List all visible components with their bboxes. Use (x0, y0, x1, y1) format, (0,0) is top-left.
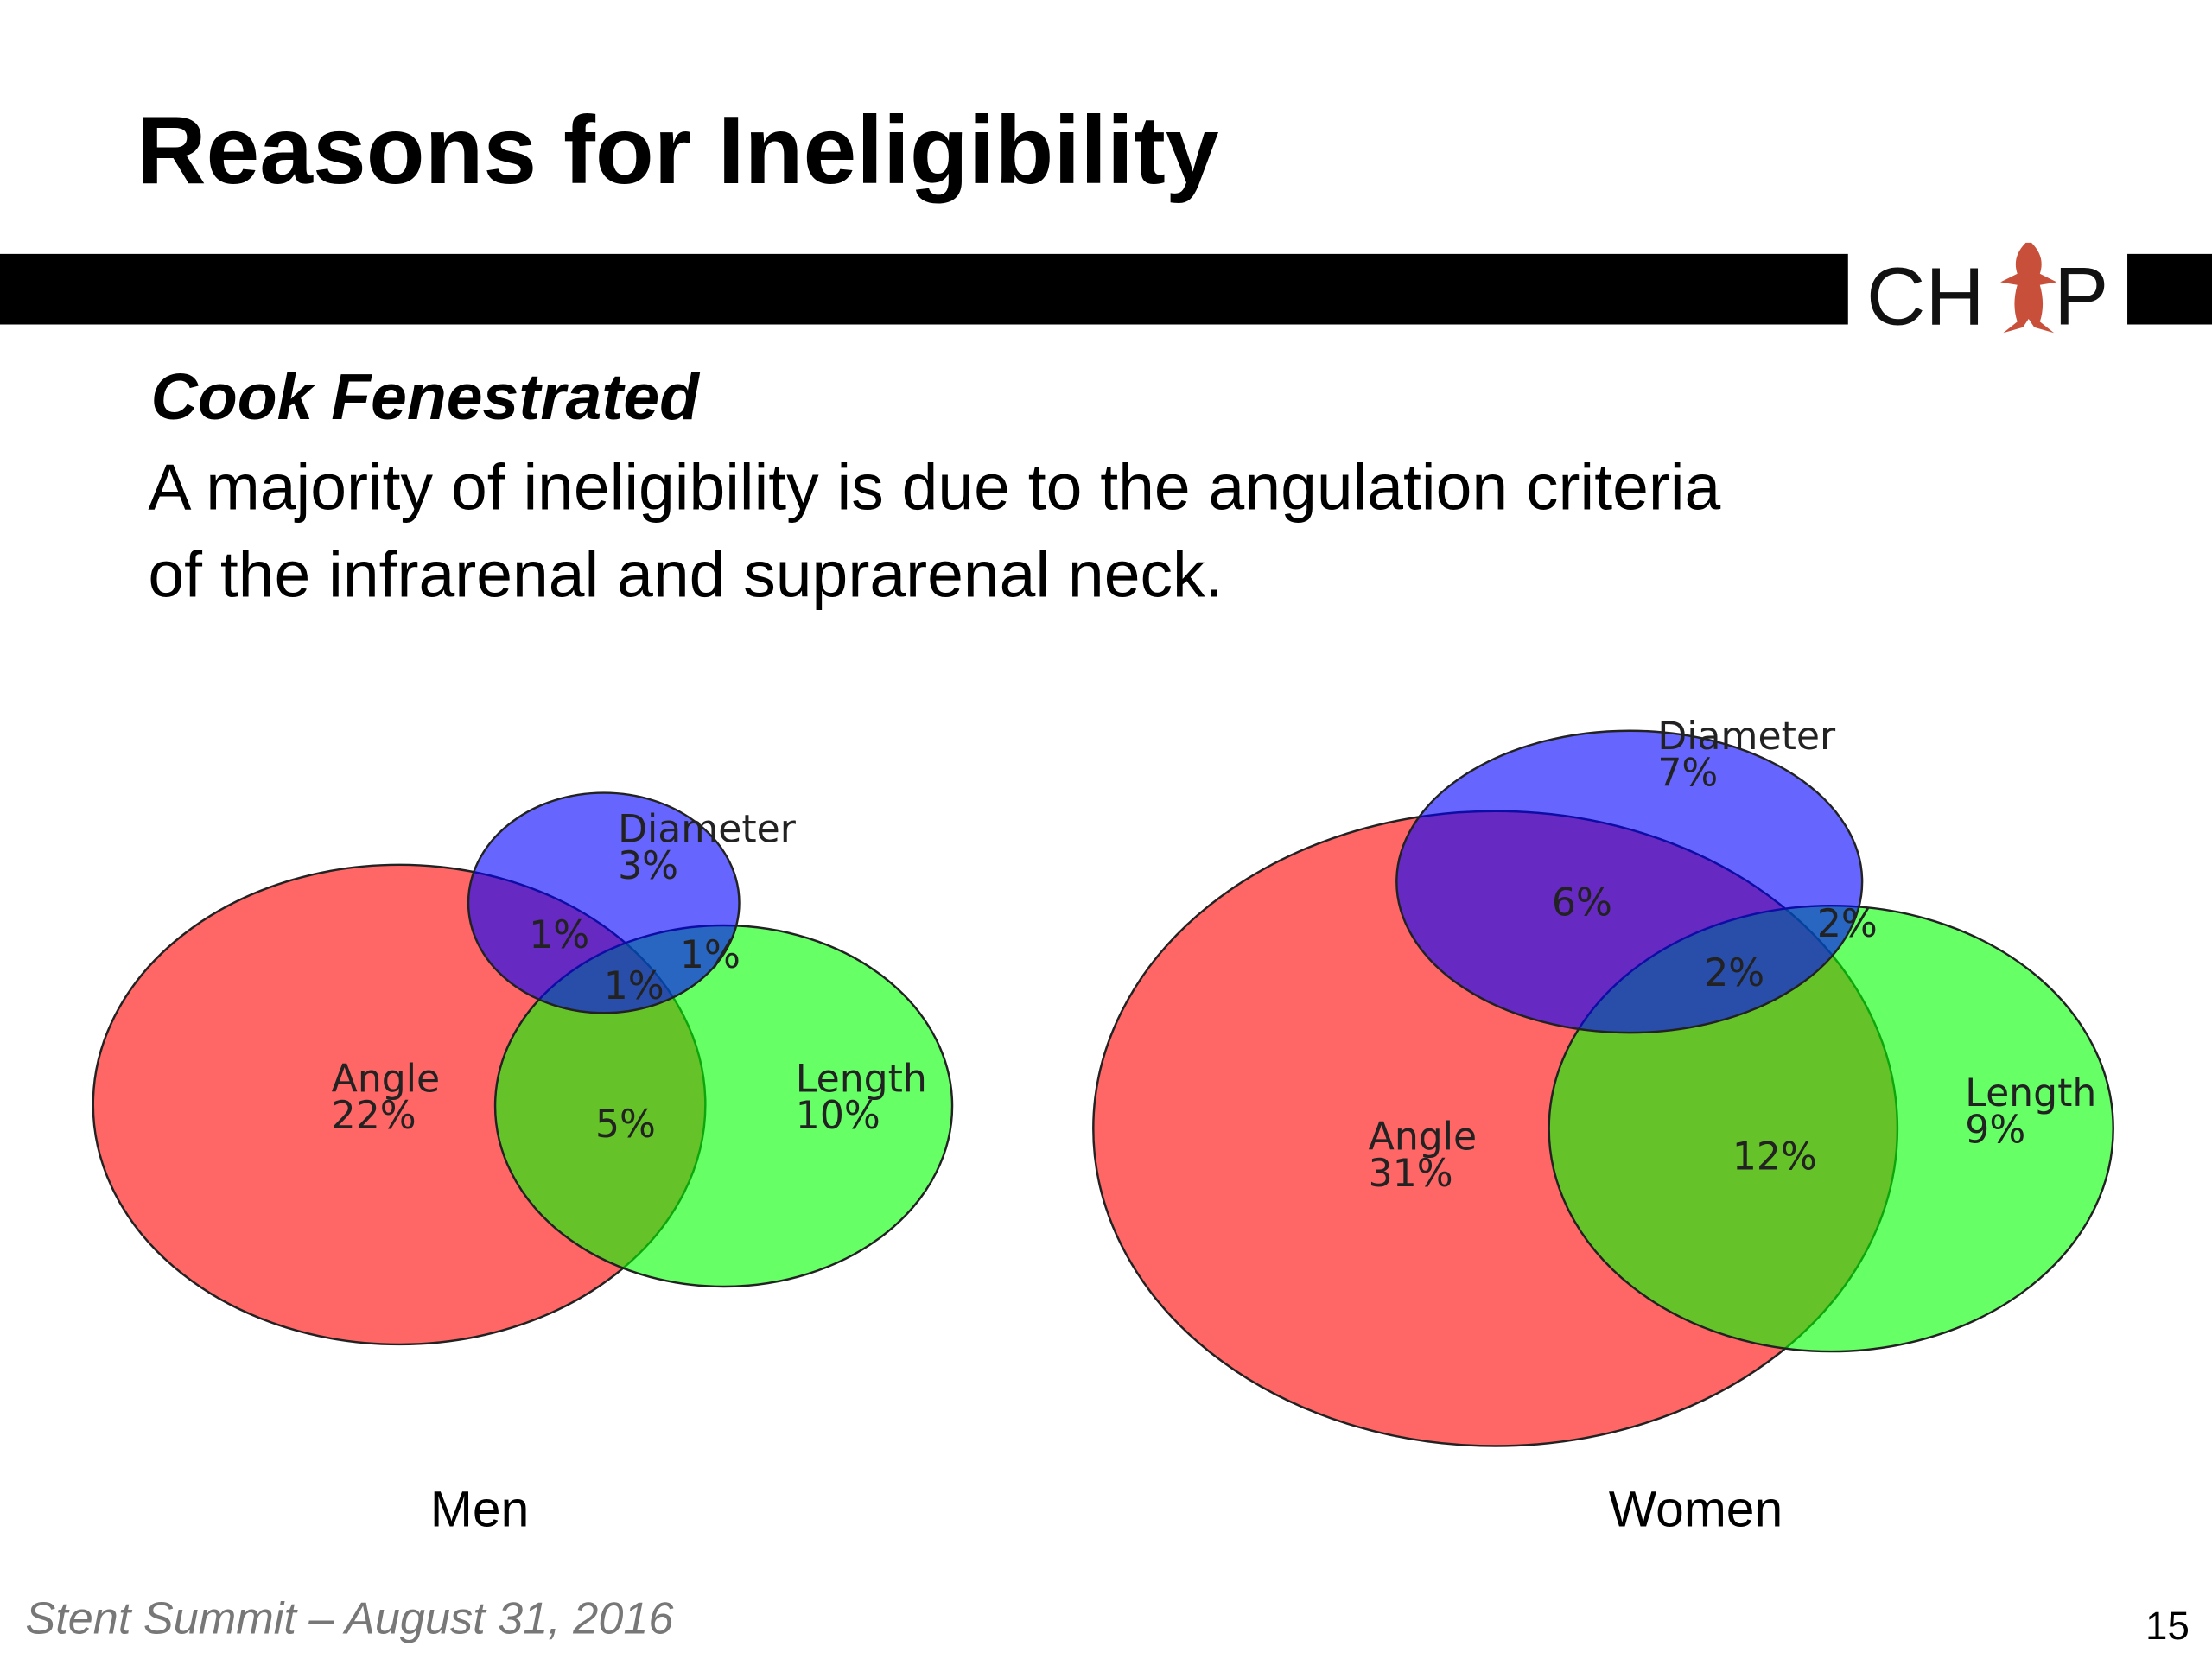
region-name: Diameter (618, 808, 797, 852)
region-value: 3% (618, 844, 678, 888)
region-name: Angle (1369, 1116, 1477, 1160)
subtitle: Cook Fenestrated (151, 360, 701, 433)
region-value: 12% (1732, 1135, 1817, 1179)
region-value: 6% (1552, 881, 1612, 925)
region-value: 1% (529, 913, 589, 957)
region-value: 5% (595, 1103, 656, 1147)
region-value: 7% (1657, 751, 1718, 795)
region-value: 22% (332, 1094, 416, 1138)
logo-icon (2000, 242, 2057, 334)
region-value: 2% (1704, 951, 1764, 995)
slide-title: Reasons for Ineligibility (137, 96, 1218, 204)
page-number: 15 (2145, 1604, 2190, 1648)
logo-text: P (2054, 251, 2108, 343)
region-name: Length (796, 1058, 927, 1102)
body-line: of the infrarenal and suprarenal neck. (148, 538, 1223, 611)
body-line: A majority of ineligibility is due to th… (148, 450, 1720, 523)
diagram-caption: Men (430, 1482, 529, 1538)
venn-men (92, 791, 954, 1346)
region-value: 31% (1369, 1152, 1453, 1196)
logo-text: CH (1866, 251, 1985, 343)
venn-women (1092, 729, 2114, 1447)
region-name: Length (1965, 1071, 2096, 1116)
set-diameter (467, 791, 741, 1014)
region-value: 1% (604, 964, 664, 1008)
region-value: 2% (1817, 902, 1878, 946)
region-value: 10% (796, 1094, 880, 1138)
region-name: Angle (332, 1058, 440, 1102)
title-bar (0, 253, 1848, 325)
diagram-caption: Women (1609, 1482, 1783, 1538)
title-bar-end (2127, 253, 2212, 325)
region-value: 9% (1965, 1108, 2025, 1152)
set-diameter (1395, 729, 1864, 1034)
region-name: Diameter (1657, 715, 1836, 759)
region-value: 1% (680, 933, 741, 977)
footer-text: Stent Summit – August 31, 2016 (25, 1594, 674, 1644)
